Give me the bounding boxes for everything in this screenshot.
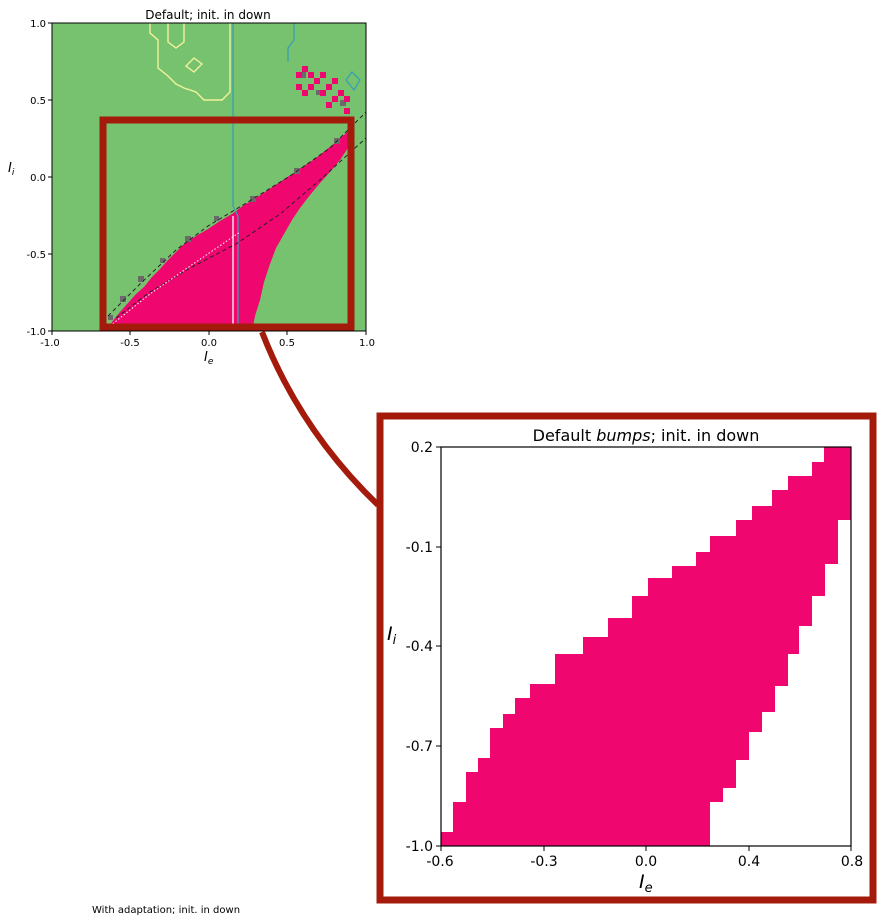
- overview-dotted-white: [109, 231, 241, 327]
- overview-teal-contour: [232, 23, 361, 331]
- zoom-ytick: -1.0: [406, 839, 433, 855]
- zoom-title: Default bumps; init. in down: [533, 426, 760, 445]
- zoom-xtick: 0.4: [738, 854, 760, 870]
- zoom-ytick: 0.2: [411, 440, 433, 456]
- overview-title: Default; init. in down: [145, 8, 270, 22]
- zoom-connector: [259, 330, 381, 508]
- zoom-source-box: [99, 116, 355, 331]
- zoom-ytick-labels: 0.2 -0.1 -0.4 -0.7 -1.0: [406, 440, 433, 855]
- zoom-plot: Default bumps; init. in down -0.6 -0.3 0…: [387, 426, 863, 896]
- overview-pink-cluster: [296, 66, 350, 114]
- overview-ylabel: Ii: [8, 161, 15, 178]
- overview-yellow-contour-inner: [167, 23, 204, 73]
- zoom-xtick: -0.6: [426, 854, 453, 870]
- overview-ytick-labels: 1.0 0.5 0.0 -0.5 -1.0: [26, 19, 46, 338]
- overview-ytick: -0.5: [26, 250, 46, 261]
- zoom-xlabel: Ie: [639, 871, 653, 896]
- overview-xtick: 0.5: [279, 338, 295, 349]
- zoom-ytick: -0.4: [406, 639, 433, 655]
- overview-ytick: 0.5: [30, 96, 46, 107]
- overview-ytick: -1.0: [26, 327, 46, 338]
- overview-xlabel: Ie: [204, 350, 214, 367]
- overview-xtick: -0.5: [120, 338, 140, 349]
- overview-yellow-contour: [149, 23, 231, 101]
- zoom-ytick: -0.1: [406, 540, 433, 556]
- zoom-xtick: 0.0: [635, 854, 657, 870]
- overview-xtick: 0.0: [201, 338, 217, 349]
- overview-plot: Default; init. in down: [8, 8, 375, 367]
- zoom-ylabel: Ii: [387, 623, 397, 648]
- overview-xtick-labels: -1.0 -0.5 0.0 0.5 1.0: [40, 338, 375, 349]
- overview-ytick: 0.0: [30, 173, 46, 184]
- zoom-xtick: -0.3: [530, 854, 557, 870]
- overview-dashed-lower: [115, 137, 367, 319]
- zoom-ytick: -0.7: [406, 739, 433, 755]
- zoom-bistable-region: [441, 447, 851, 846]
- zoom-xtick: 0.8: [841, 854, 863, 870]
- overview-ticks: [48, 22, 367, 335]
- overview-xtick: 1.0: [359, 338, 375, 349]
- zoom-ticks: [436, 446, 852, 851]
- overview-xtick: -1.0: [40, 338, 60, 349]
- overview-ytick: 1.0: [30, 19, 46, 30]
- zoom-xtick-labels: -0.6 -0.3 0.0 0.4 0.8: [426, 854, 863, 870]
